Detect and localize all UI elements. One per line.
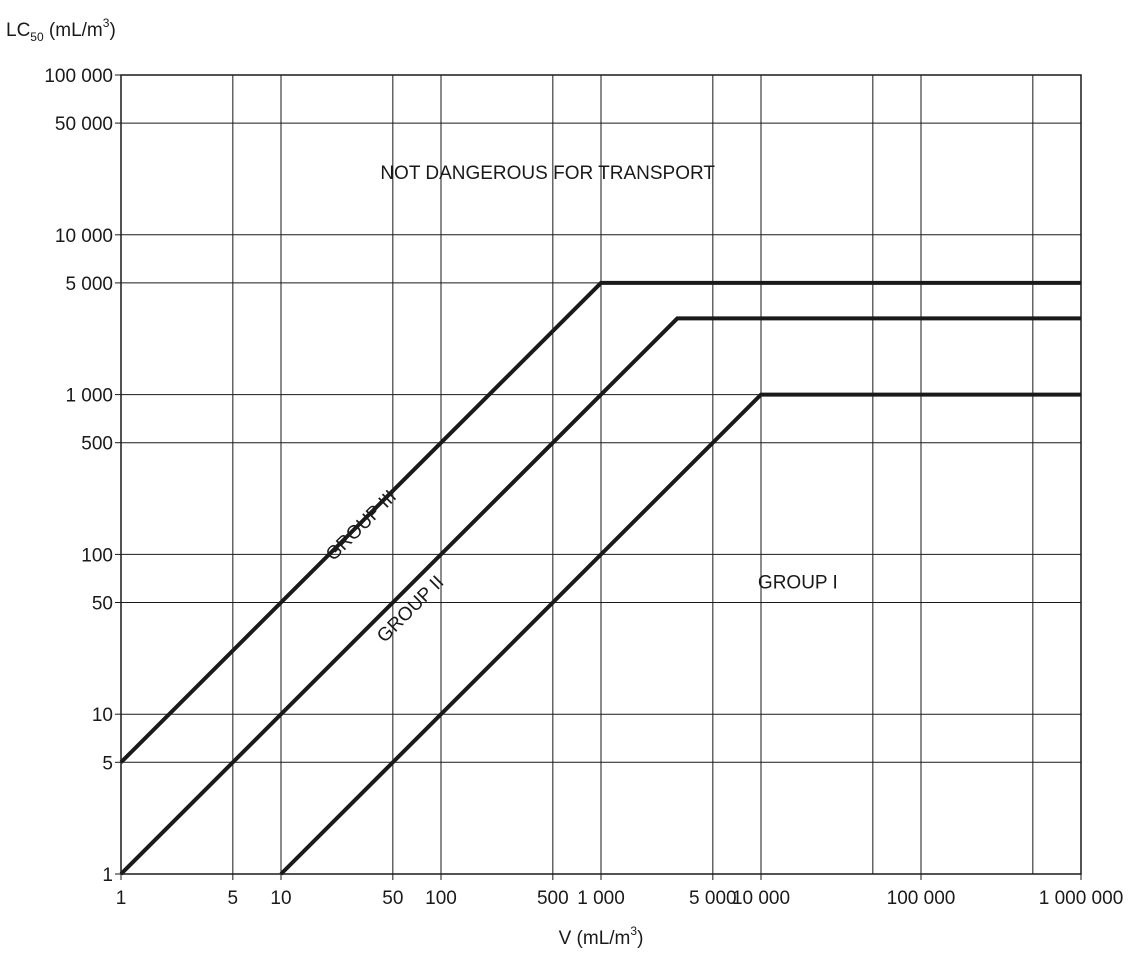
y-axis-title: LC50 (mL/m3): [6, 16, 116, 44]
x-tick-label: 100 000: [887, 888, 956, 909]
x-tick-label: 500: [537, 888, 569, 909]
x-tick-label: 50: [382, 888, 403, 909]
x-tick-label: 5: [228, 888, 239, 909]
x-axis-title: V (mL/m3): [559, 924, 644, 949]
region-label: GROUP I: [758, 572, 838, 593]
y-tick-label: 1 000: [65, 386, 113, 407]
y-tick-label: 500: [81, 434, 113, 455]
y-tick-label: 100 000: [44, 66, 113, 87]
x-tick-label: 10 000: [732, 888, 790, 909]
region-label: NOT DANGEROUS FOR TRANSPORT: [380, 163, 715, 184]
y-tick-label: 10: [92, 705, 113, 726]
x-tick-label: 100: [425, 888, 457, 909]
boundary-line-1: [119, 280, 1081, 764]
region-label: GROUP III: [322, 487, 401, 566]
y-tick-label: 50: [92, 594, 113, 615]
x-tick-label: 1 000 000: [1039, 888, 1124, 909]
x-tick-label: 10: [270, 888, 291, 909]
y-axis-ticks: 1 5 10 50 100 500 1 000 5 000 10 000 50 000 100 00…: [44, 66, 121, 886]
x-tick-label: 1 000: [577, 888, 625, 909]
x-tick-label: 5 000: [689, 888, 737, 909]
boundary-line-3: [279, 392, 1081, 876]
y-tick-label: 5 000: [65, 274, 113, 295]
grid: [120, 74, 1082, 875]
y-tick-label: 50 000: [55, 114, 113, 135]
y-tick-label: 10 000: [55, 226, 113, 247]
series-layer: [119, 280, 1081, 876]
y-tick-label: 100: [81, 545, 113, 566]
y-tick-label: 5: [102, 753, 113, 774]
x-tick-label: 1: [116, 888, 127, 909]
boundary-line-2: [119, 316, 1081, 876]
y-tick-label: 1: [102, 865, 113, 886]
